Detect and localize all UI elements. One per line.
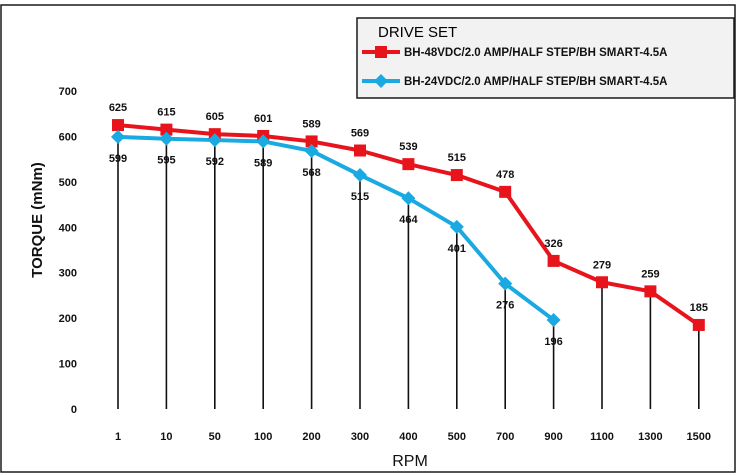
x-tick-label: 1500 (687, 431, 711, 443)
x-tick-label: 700 (496, 431, 514, 443)
series-1-marker (499, 185, 512, 198)
series-2-marker (401, 191, 416, 206)
series-1-marker (402, 158, 415, 171)
y-tick-label: 500 (59, 177, 77, 189)
series-2-marker (207, 133, 222, 148)
legend: DRIVE SET BH-48VDC/2.0 AMP/HALF STEP/BH … (356, 17, 735, 99)
y-tick-label: 700 (59, 86, 77, 98)
series-1-marker (160, 123, 173, 136)
drop-lines (117, 140, 700, 409)
series-layer (111, 119, 705, 331)
series-2-marker (111, 129, 125, 144)
x-tick-label: 100 (254, 431, 272, 443)
series-2-marker (304, 143, 319, 158)
series-2-data-label: 276 (496, 300, 514, 312)
series-1-data-label: 539 (399, 141, 417, 153)
series-1-marker (354, 144, 366, 157)
x-axis: 1 10 50 100 200 300 400 500 700 900 1100 1300 1500 (115, 431, 711, 443)
x-tick-label: 200 (302, 431, 320, 443)
data-labels: 625 615 605 601 589 569 539 515 478 326 279 259 185 5… (109, 102, 708, 348)
y-tick-label: 200 (59, 313, 77, 325)
series-2-data-label: 515 (351, 191, 369, 203)
series-1-data-label: 605 (206, 111, 224, 123)
series-2-data-label: 464 (399, 214, 418, 226)
x-tick-label: 900 (544, 431, 562, 443)
series-1-data-label: 589 (302, 118, 320, 130)
x-tick-label: 400 (399, 431, 417, 443)
x-tick-label: 1100 (590, 431, 614, 443)
y-tick-label: 0 (71, 404, 77, 416)
series-2-marker (498, 276, 513, 291)
series-1-data-label: 625 (109, 102, 127, 114)
series-2-marker (546, 312, 561, 327)
series-1-marker (692, 318, 705, 331)
series-2-data-label: 568 (302, 167, 320, 179)
legend-marker-2 (374, 74, 388, 88)
series-2-data-label: 599 (109, 153, 127, 165)
legend-entry-1: BH-48VDC/2.0 AMP/HALF STEP/BH SMART-4.5A (404, 47, 667, 59)
y-tick-label: 300 (59, 268, 77, 280)
legend-title: DRIVE SET (378, 24, 457, 41)
series-1-data-label: 326 (544, 238, 562, 250)
series-1-marker (305, 135, 318, 148)
x-tick-label: 50 (209, 431, 221, 443)
y-axis: 0 100 200 300 400 500 600 700 (59, 86, 77, 416)
y-tick-label: 600 (59, 131, 77, 143)
series-1-data-label: 515 (448, 152, 466, 164)
series-1-data-label: 569 (351, 128, 369, 140)
legend-box (356, 17, 735, 99)
series-1-marker (450, 169, 463, 182)
x-tick-label: 1 (115, 431, 121, 443)
legend-marker-1 (375, 46, 387, 58)
series-2-marker (159, 131, 174, 146)
x-tick-label: 1300 (638, 431, 662, 443)
y-axis-title: TORQUE (mNm) (29, 162, 46, 278)
y-tick-label: 400 (59, 222, 77, 234)
series-2-marker (256, 134, 271, 149)
series-1-marker (596, 276, 608, 289)
x-tick-label: 10 (160, 431, 172, 443)
series-2-marker (449, 219, 464, 234)
series-2-data-label: 589 (254, 157, 272, 169)
series-2-data-label: 592 (206, 156, 224, 168)
x-tick-label: 300 (351, 431, 369, 443)
series-2-data-label: 401 (448, 243, 466, 255)
legend-entry-2: BH-24VDC/2.0 AMP/HALF STEP/BH SMART-4.5A (404, 76, 667, 88)
series-1-data-label: 185 (690, 302, 708, 314)
series-line-2 (117, 134, 555, 322)
series-1-data-label: 279 (593, 259, 611, 271)
series-1-data-label: 615 (157, 107, 175, 119)
x-tick-label: 500 (448, 431, 466, 443)
series-2-marker (353, 168, 367, 183)
x-axis-title: RPM (392, 453, 428, 470)
y-tick-label: 100 (59, 359, 77, 371)
series-1-marker (644, 285, 657, 298)
series-2-data-label: 196 (544, 336, 562, 348)
series-1-data-label: 601 (254, 113, 272, 125)
series-1-data-label: 259 (641, 268, 659, 280)
series-1-marker (547, 254, 560, 267)
series-2-data-label: 595 (157, 155, 175, 167)
series-1-marker (112, 119, 124, 132)
series-1-data-label: 478 (496, 169, 514, 181)
